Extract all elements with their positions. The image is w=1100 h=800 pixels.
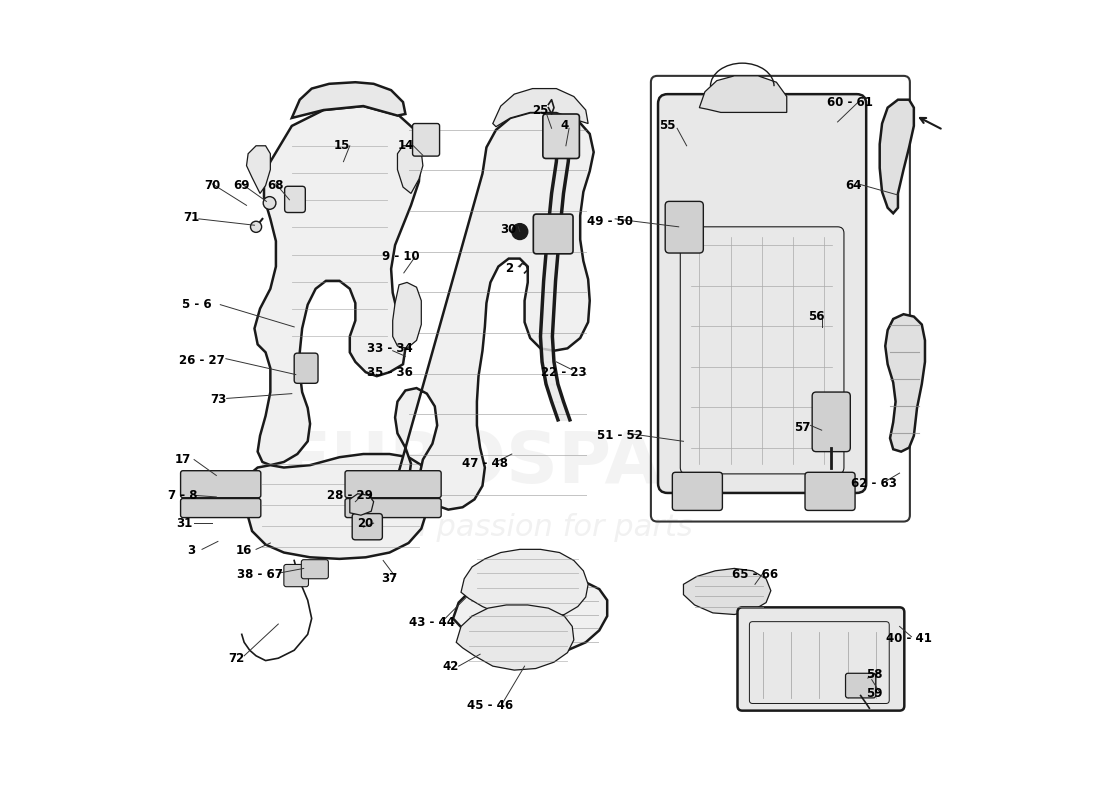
PathPatch shape — [254, 106, 421, 465]
FancyBboxPatch shape — [812, 392, 850, 452]
Text: 56: 56 — [807, 310, 824, 323]
Text: 40 - 41: 40 - 41 — [887, 632, 932, 645]
FancyBboxPatch shape — [180, 470, 261, 498]
Text: 2: 2 — [505, 262, 513, 275]
FancyBboxPatch shape — [737, 607, 904, 710]
PathPatch shape — [246, 146, 271, 194]
Text: 15: 15 — [333, 139, 350, 152]
Text: 60 - 61: 60 - 61 — [827, 95, 873, 109]
Text: 57: 57 — [794, 422, 811, 434]
Text: 38 - 67: 38 - 67 — [238, 568, 283, 582]
Text: 28 - 29: 28 - 29 — [327, 489, 373, 502]
FancyBboxPatch shape — [534, 214, 573, 254]
Text: 25: 25 — [532, 103, 549, 117]
PathPatch shape — [683, 569, 771, 614]
FancyBboxPatch shape — [301, 560, 329, 578]
Text: 42: 42 — [442, 660, 459, 673]
Text: 69: 69 — [233, 179, 250, 192]
PathPatch shape — [292, 82, 406, 118]
Text: 14: 14 — [397, 139, 414, 152]
Text: 43 - 44: 43 - 44 — [409, 616, 455, 629]
Text: 73: 73 — [210, 394, 225, 406]
FancyBboxPatch shape — [345, 498, 441, 518]
Text: 62 - 63: 62 - 63 — [851, 477, 898, 490]
Text: 45 - 46: 45 - 46 — [468, 699, 514, 712]
Text: 30: 30 — [500, 222, 517, 236]
FancyBboxPatch shape — [180, 498, 261, 518]
Circle shape — [512, 224, 528, 239]
Circle shape — [263, 197, 276, 210]
FancyBboxPatch shape — [294, 353, 318, 383]
Text: a passion for parts: a passion for parts — [408, 513, 692, 542]
Text: 55: 55 — [659, 119, 675, 133]
Text: 9 - 10: 9 - 10 — [382, 250, 419, 263]
Text: 64: 64 — [845, 179, 861, 192]
PathPatch shape — [700, 76, 786, 113]
FancyBboxPatch shape — [352, 514, 383, 540]
Text: 5 - 6: 5 - 6 — [182, 298, 211, 311]
PathPatch shape — [880, 100, 914, 214]
FancyBboxPatch shape — [658, 94, 866, 493]
PathPatch shape — [246, 454, 429, 559]
Text: 26 - 27: 26 - 27 — [179, 354, 224, 366]
FancyBboxPatch shape — [666, 202, 703, 253]
Text: 70: 70 — [205, 179, 220, 192]
Text: 3: 3 — [187, 545, 195, 558]
Text: 51 - 52: 51 - 52 — [597, 430, 642, 442]
Text: 35 - 36: 35 - 36 — [366, 366, 412, 378]
Text: EUROSPARES: EUROSPARES — [282, 429, 818, 498]
Text: 59: 59 — [866, 687, 882, 701]
Text: 37: 37 — [382, 572, 397, 586]
FancyBboxPatch shape — [345, 470, 441, 498]
PathPatch shape — [461, 550, 588, 618]
PathPatch shape — [397, 146, 422, 194]
Text: 71: 71 — [183, 210, 199, 224]
Text: 72: 72 — [228, 652, 244, 665]
FancyBboxPatch shape — [846, 674, 876, 698]
PathPatch shape — [493, 89, 588, 126]
PathPatch shape — [453, 576, 607, 654]
Text: 47 - 48: 47 - 48 — [462, 457, 508, 470]
Text: 20: 20 — [358, 517, 374, 530]
Text: 58: 58 — [866, 667, 882, 681]
Text: 16: 16 — [236, 545, 252, 558]
FancyBboxPatch shape — [284, 565, 308, 586]
Text: 65 - 66: 65 - 66 — [732, 568, 778, 582]
Text: 4: 4 — [560, 119, 569, 133]
FancyBboxPatch shape — [672, 472, 723, 510]
PathPatch shape — [389, 113, 594, 510]
PathPatch shape — [393, 282, 421, 348]
FancyBboxPatch shape — [285, 186, 306, 213]
Text: 49 - 50: 49 - 50 — [586, 214, 632, 228]
FancyBboxPatch shape — [543, 114, 580, 158]
Text: 22 - 23: 22 - 23 — [541, 366, 587, 378]
PathPatch shape — [886, 314, 925, 452]
Text: 33 - 34: 33 - 34 — [366, 342, 412, 355]
PathPatch shape — [350, 494, 374, 515]
Text: 68: 68 — [267, 179, 284, 192]
Text: 7 - 8: 7 - 8 — [168, 489, 198, 502]
FancyBboxPatch shape — [805, 472, 855, 510]
FancyBboxPatch shape — [412, 123, 440, 156]
PathPatch shape — [456, 605, 574, 670]
Text: 17: 17 — [175, 453, 191, 466]
Circle shape — [251, 222, 262, 232]
Text: 31: 31 — [176, 517, 192, 530]
